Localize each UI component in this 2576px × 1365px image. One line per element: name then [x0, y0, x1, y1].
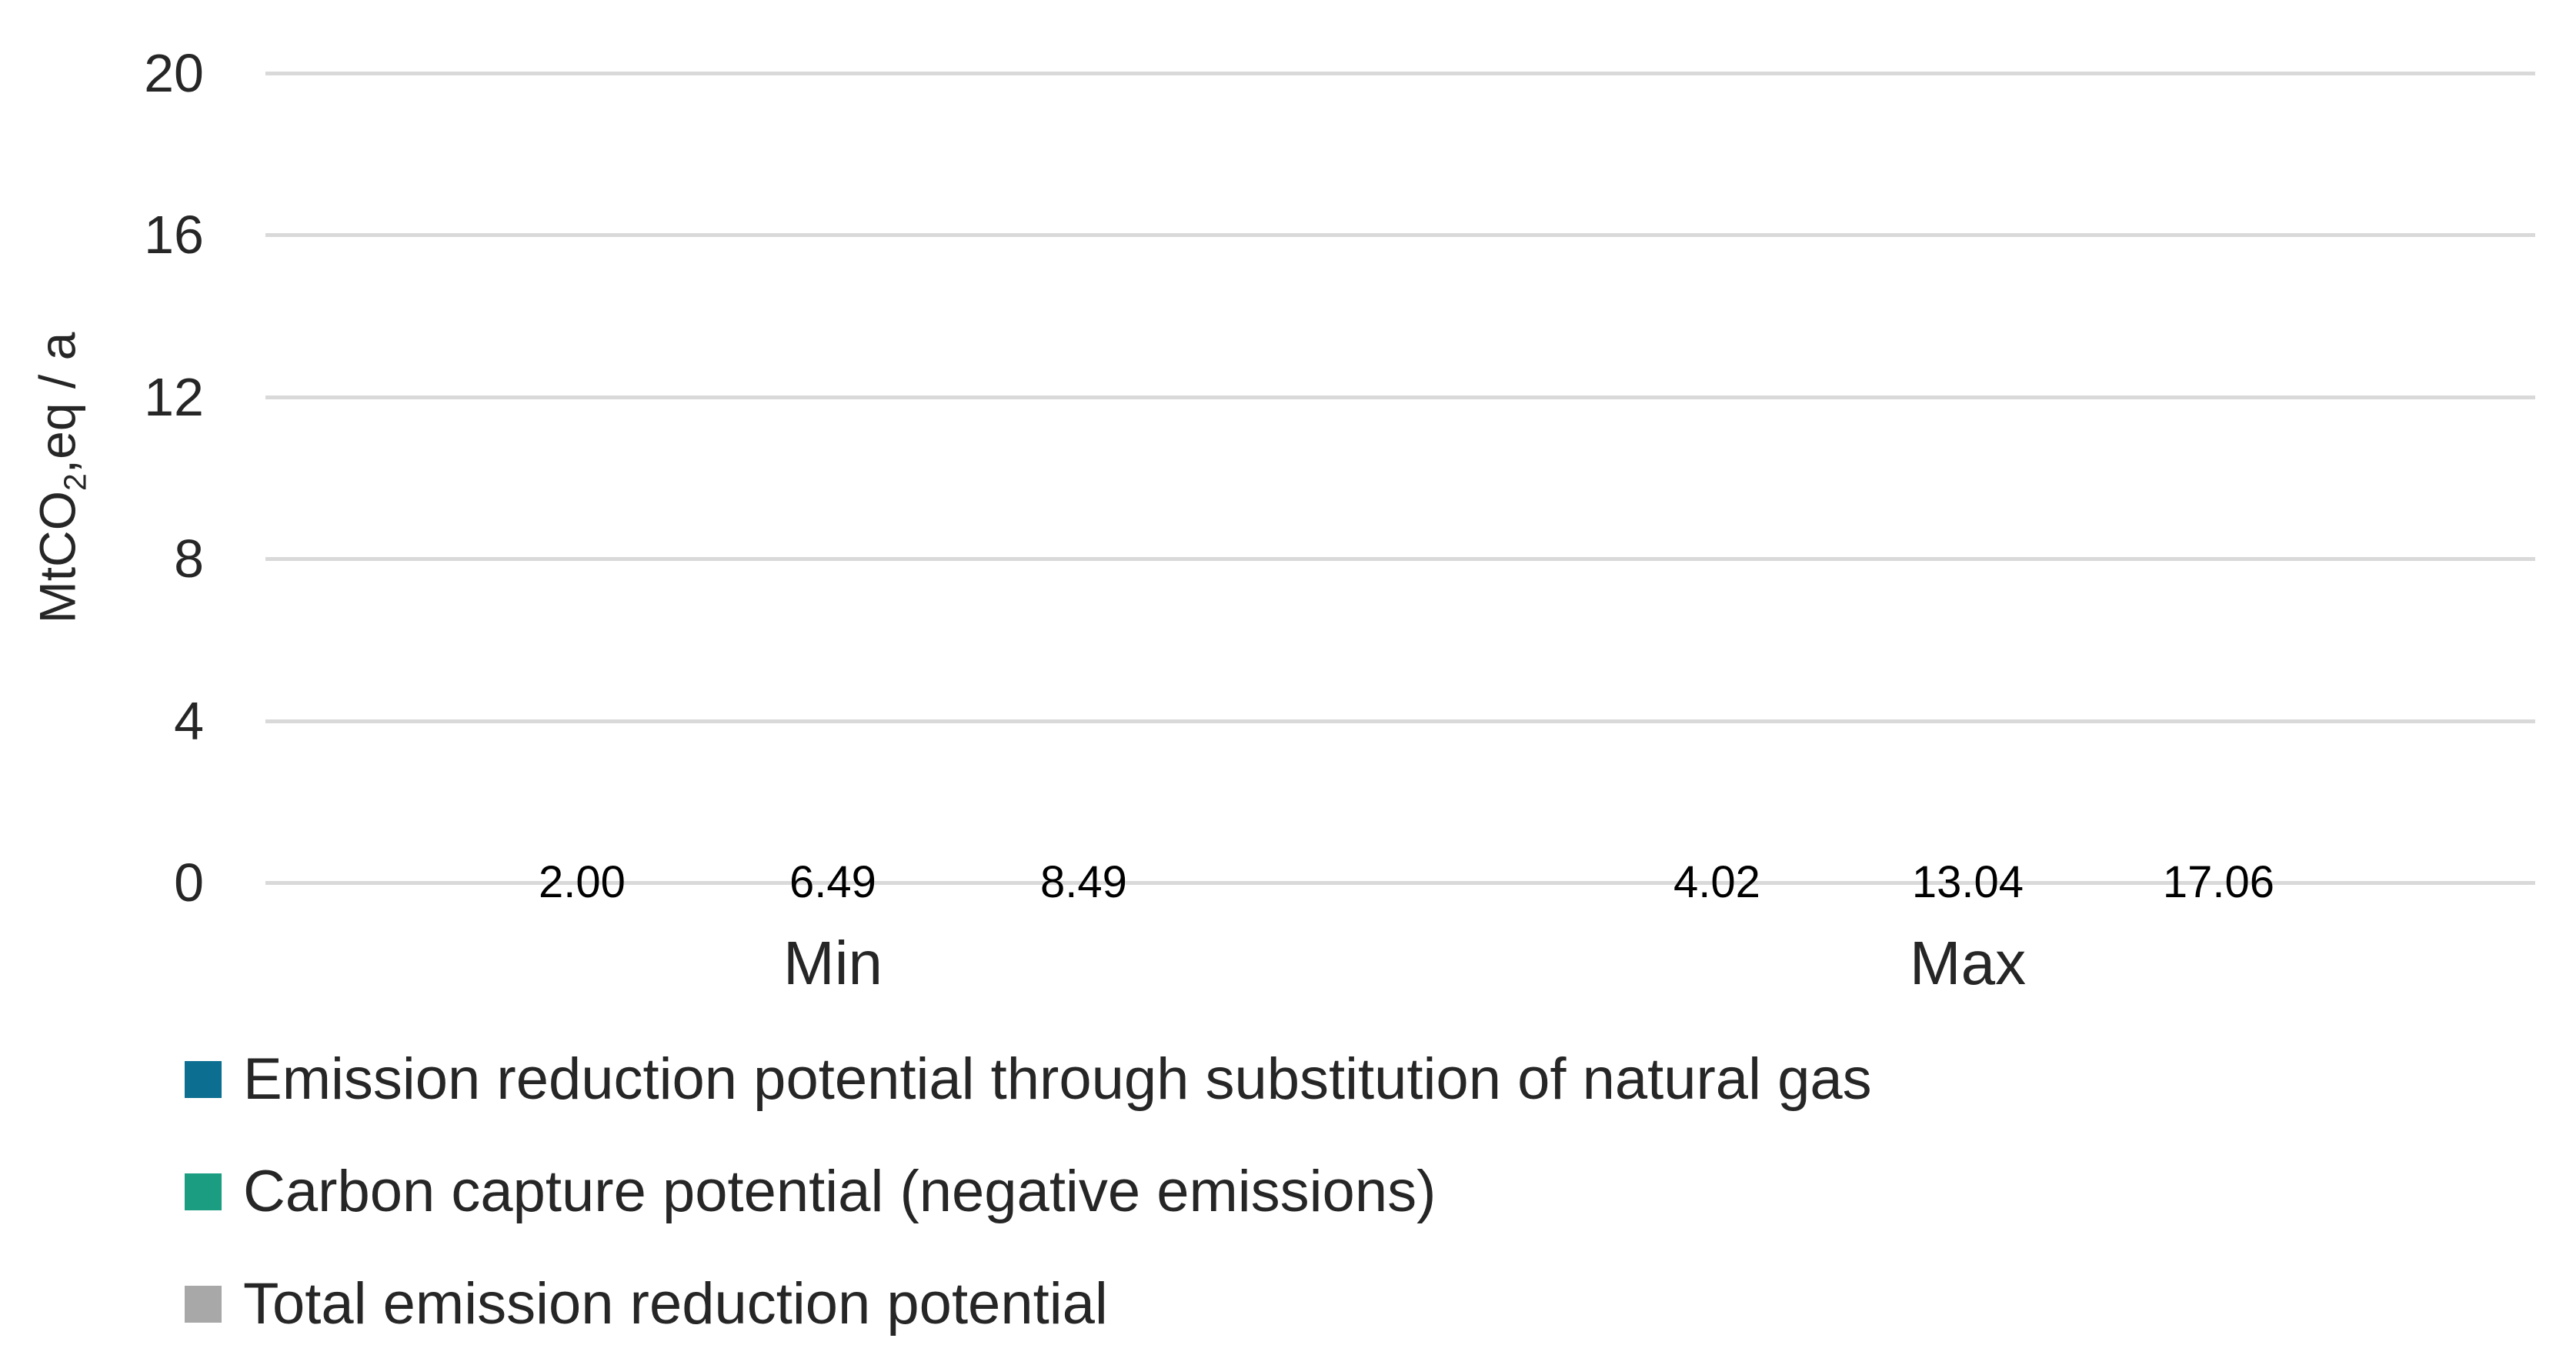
gridline: [265, 557, 2535, 562]
legend: Emission reduction potential through sub…: [185, 1023, 1872, 1360]
legend-item: Carbon capture potential (negative emiss…: [185, 1136, 1872, 1248]
legend-item: Total emission reduction potential: [185, 1248, 1872, 1360]
y-tick-label: 12: [144, 366, 204, 427]
x-axis-labels: Min Max: [265, 933, 2535, 1017]
y-tick-label: 20: [144, 43, 204, 103]
x-category-label: Max: [1909, 929, 2027, 997]
gridline: [265, 72, 2535, 75]
y-tick-label: 8: [174, 529, 204, 589]
legend-item: Emission reduction potential through sub…: [185, 1023, 1872, 1136]
bar-data-label: 2.00: [539, 857, 626, 907]
x-category-label: Min: [783, 929, 883, 997]
gridline: [265, 881, 2535, 885]
legend-swatch: [185, 1173, 222, 1210]
y-tick-label: 4: [174, 690, 204, 751]
y-tick-label: 0: [174, 853, 204, 913]
legend-label: Emission reduction potential through sub…: [243, 1046, 1872, 1112]
y-axis-ticks: 0 4 8 12 16 20: [77, 46, 204, 909]
legend-label: Carbon capture potential (negative emiss…: [243, 1159, 1436, 1224]
legend-swatch: [185, 1286, 222, 1323]
bar-data-label: 6.49: [789, 857, 876, 907]
bar-data-label: 17.06: [2162, 857, 2275, 907]
gridline: [265, 395, 2535, 399]
gridline: [265, 719, 2535, 723]
legend-swatch: [185, 1061, 222, 1098]
bar-data-label: 8.49: [1040, 857, 1127, 907]
gridline: [265, 233, 2535, 238]
bar-data-label: 4.02: [1673, 857, 1760, 907]
y-tick-label: 16: [144, 205, 204, 265]
plot-area: 2.00 6.49 8.49 4.02 13.04 17.06: [265, 72, 2535, 905]
bar-data-label: 13.04: [1911, 857, 2024, 907]
legend-label: Total emission reduction potential: [243, 1271, 1108, 1337]
